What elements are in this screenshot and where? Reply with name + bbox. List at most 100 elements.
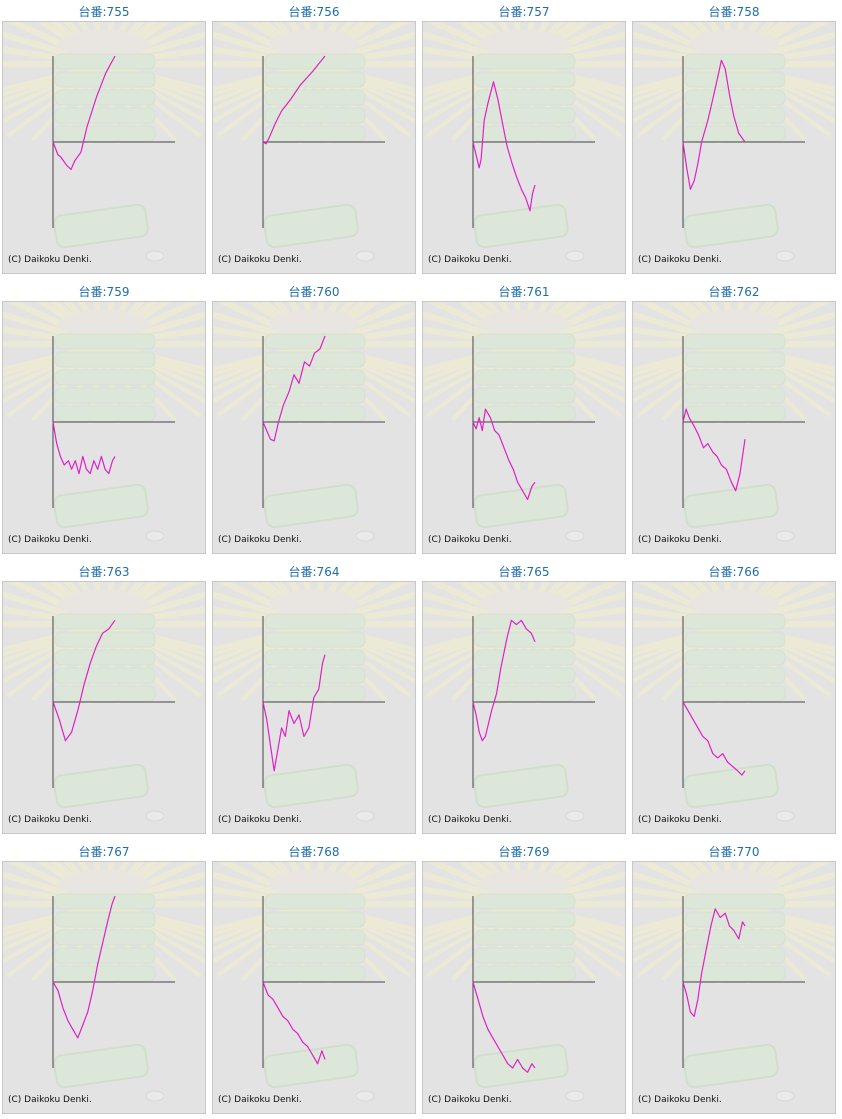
background-tray bbox=[53, 1043, 149, 1089]
background-tier bbox=[684, 893, 786, 910]
background-tray bbox=[473, 763, 569, 809]
background-tier bbox=[54, 965, 156, 982]
background-tray bbox=[473, 483, 569, 529]
background-tray bbox=[683, 483, 779, 529]
background-tray bbox=[683, 763, 779, 809]
background-tier bbox=[54, 53, 156, 70]
background-tier bbox=[54, 667, 156, 684]
chart-title: 台番:760 bbox=[288, 285, 340, 299]
background-tier bbox=[264, 53, 366, 70]
background-coin bbox=[565, 1090, 585, 1102]
background-coin bbox=[145, 530, 165, 542]
chart-cell: 台番:767 (C) Daikoku Denki. bbox=[2, 840, 206, 1119]
background-ray bbox=[3, 622, 105, 652]
background-crown bbox=[269, 870, 359, 898]
background-ray bbox=[213, 902, 315, 932]
chart-svg bbox=[633, 302, 835, 542]
background-coin bbox=[775, 1090, 795, 1102]
background-coin bbox=[145, 250, 165, 262]
chart-panel: (C) Daikoku Denki. bbox=[422, 581, 626, 834]
background-tier bbox=[264, 929, 366, 946]
chart-title: 台番:757 bbox=[498, 5, 550, 19]
background-coin bbox=[775, 250, 795, 262]
background-tier bbox=[684, 333, 786, 350]
background-artwork bbox=[423, 22, 625, 262]
background-artwork bbox=[3, 582, 205, 822]
background-artwork bbox=[423, 302, 625, 542]
copyright-text: (C) Daikoku Denki. bbox=[428, 815, 512, 825]
background-artwork bbox=[633, 302, 835, 542]
background-crown bbox=[59, 590, 149, 618]
background-tray bbox=[53, 763, 149, 809]
background-tier bbox=[684, 369, 786, 386]
series-line bbox=[682, 408, 746, 492]
background-tray bbox=[683, 1043, 779, 1089]
background-tier bbox=[684, 649, 786, 666]
series-line bbox=[682, 701, 746, 776]
series-line bbox=[682, 59, 746, 190]
copyright-text: (C) Daikoku Denki. bbox=[428, 535, 512, 545]
background-tier bbox=[684, 125, 786, 142]
background-tier bbox=[684, 351, 786, 368]
background-tier bbox=[474, 649, 576, 666]
background-tier bbox=[684, 965, 786, 982]
chart-cell: 台番:766 (C) Daikoku Denki. bbox=[632, 560, 836, 839]
background-coin bbox=[355, 810, 375, 822]
background-tier bbox=[474, 929, 576, 946]
copyright-text: (C) Daikoku Denki. bbox=[638, 1095, 722, 1105]
series-line bbox=[52, 55, 116, 171]
background-tier bbox=[684, 631, 786, 648]
background-coin bbox=[355, 1090, 375, 1102]
background-tier bbox=[54, 125, 156, 142]
background-tray bbox=[683, 203, 779, 249]
background-crown bbox=[479, 870, 569, 898]
background-tier bbox=[264, 125, 366, 142]
background-ray bbox=[423, 62, 525, 92]
background-tier bbox=[54, 649, 156, 666]
chart-panel: (C) Daikoku Denki. bbox=[212, 21, 416, 274]
chart-svg bbox=[3, 582, 205, 822]
chart-svg bbox=[423, 22, 625, 262]
chart-cell: 台番:756 (C) Daikoku Denki. bbox=[212, 0, 416, 279]
background-ray bbox=[3, 62, 105, 92]
background-tier bbox=[684, 685, 786, 702]
chart-cell: 台番:760 (C) Daikoku Denki. bbox=[212, 280, 416, 559]
background-tier bbox=[684, 667, 786, 684]
background-tier bbox=[54, 893, 156, 910]
background-tier bbox=[264, 685, 366, 702]
chart-svg bbox=[213, 582, 415, 822]
copyright-text: (C) Daikoku Denki. bbox=[428, 255, 512, 265]
background-ray bbox=[423, 902, 525, 932]
series-line bbox=[472, 981, 536, 1073]
copyright-text: (C) Daikoku Denki. bbox=[638, 255, 722, 265]
background-coin bbox=[145, 1090, 165, 1102]
background-artwork bbox=[3, 22, 205, 262]
chart-cell: 台番:763 (C) Daikoku Denki. bbox=[2, 560, 206, 839]
copyright-text: (C) Daikoku Denki. bbox=[218, 815, 302, 825]
chart-title: 台番:765 bbox=[498, 565, 550, 579]
background-tier bbox=[264, 613, 366, 630]
background-tier bbox=[684, 71, 786, 88]
background-ray bbox=[3, 902, 105, 932]
background-tier bbox=[54, 369, 156, 386]
background-tier bbox=[54, 107, 156, 124]
background-crown bbox=[479, 590, 569, 618]
chart-title: 台番:756 bbox=[288, 5, 340, 19]
background-ray bbox=[213, 62, 315, 92]
background-crown bbox=[269, 310, 359, 338]
background-artwork bbox=[213, 862, 415, 1102]
background-tier bbox=[264, 351, 366, 368]
background-tier bbox=[474, 893, 576, 910]
chart-title: 台番:759 bbox=[78, 285, 130, 299]
background-tier bbox=[264, 947, 366, 964]
chart-panel: (C) Daikoku Denki. bbox=[2, 581, 206, 834]
background-tray bbox=[263, 483, 359, 529]
background-tier bbox=[474, 685, 576, 702]
copyright-text: (C) Daikoku Denki. bbox=[638, 815, 722, 825]
chart-svg bbox=[633, 582, 835, 822]
background-artwork bbox=[633, 862, 835, 1102]
background-ray bbox=[3, 342, 105, 372]
background-coin bbox=[355, 530, 375, 542]
background-ray bbox=[633, 342, 735, 372]
background-tier bbox=[264, 649, 366, 666]
